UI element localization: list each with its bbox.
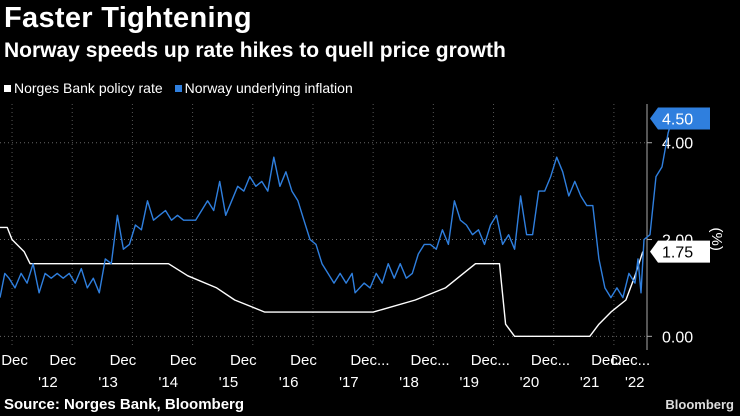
last-value-label-inflation: 4.50 [662,112,693,129]
x-tick-label-year: '13 [98,374,118,391]
legend-item-policy-rate: Norges Bank policy rate [4,80,163,96]
y-axis-label: (%) [708,228,725,251]
series-line-policy-rate [0,226,644,337]
legend-label-inflation: Norway underlying inflation [184,80,353,96]
source-note: Source: Norges Bank, Bloomberg [4,396,245,413]
x-tick-label-month: Dec... [471,352,510,369]
legend-item-inflation: Norway underlying inflation [174,80,353,96]
chart-legend: Norges Bank policy rate Norway underlyin… [4,80,353,96]
x-tick-label-year: '12 [38,374,58,391]
x-tick-label-month: Dec [170,352,197,369]
last-value-tag-policy-rate [650,240,710,263]
bloomberg-logo: Bloomberg [665,397,734,412]
x-tick-label-year: '18 [399,374,419,391]
legend-label-policy-rate: Norges Bank policy rate [14,80,163,96]
x-tick-label-month: Dec [49,352,76,369]
series-line-inflation [0,118,673,299]
x-tick-label-year: '14 [159,374,179,391]
x-tick-label-month: Dec [110,352,137,369]
chart-subtitle: Norway speeds up rate hikes to quell pri… [4,39,506,62]
x-tick-label-month: Dec... [350,352,389,369]
x-tick-label-year: '17 [339,374,359,391]
line-chart: 0.002.004.00(%)DecDecDecDecDecDecDec...D… [0,104,725,391]
x-tick-label-year: '16 [279,374,299,391]
x-tick-label-year: '15 [219,374,239,391]
legend-swatch-policy-rate [4,84,11,92]
x-tick-label-month: Dec... [531,352,570,369]
chart-title: Faster Tightening [4,2,252,34]
x-tick-label-month: Dec [230,352,257,369]
x-tick-label-month: Dec [290,352,317,369]
x-tick-label-year: '19 [459,374,479,391]
last-value-tag-inflation [650,107,710,130]
x-tick-label-year: '21 [580,374,600,391]
x-tick-label-month: Dec [1,352,28,369]
last-value-label-policy-rate: 1.75 [662,245,693,262]
x-tick-label-year: '22 [625,374,645,391]
x-tick-label-month: Dec... [611,352,650,369]
x-tick-label-year: '20 [520,374,540,391]
legend-swatch-inflation [174,84,182,92]
x-tick-label-month: Dec... [591,352,630,369]
x-tick-label-month: Dec... [411,352,450,369]
y-tick-label: 4.00 [662,136,693,153]
y-tick-label: 0.00 [662,329,693,346]
